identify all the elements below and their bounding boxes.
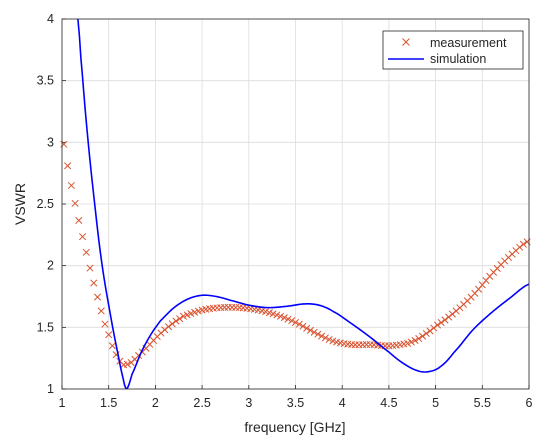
measurement-point xyxy=(325,335,333,344)
measurement-point xyxy=(445,313,453,321)
measurement-point xyxy=(108,342,116,350)
legend-measurement-label: measurement xyxy=(430,36,507,50)
measurement-point xyxy=(164,323,173,331)
y-tick-label: 2.5 xyxy=(37,197,54,211)
measurement-point xyxy=(404,339,412,347)
measurement-point xyxy=(415,335,423,343)
measurement-point xyxy=(426,327,434,335)
measurement-point xyxy=(407,338,415,346)
measurement-point xyxy=(123,360,131,368)
y-axis-label: VSWR xyxy=(12,183,28,225)
measurement-point xyxy=(314,330,322,338)
y-tick-label: 2 xyxy=(47,259,54,273)
measurement-point xyxy=(516,243,524,251)
measurement-point xyxy=(78,233,87,241)
measurement-point xyxy=(176,315,184,323)
measurement-point xyxy=(86,264,94,272)
measurement-point xyxy=(82,248,90,256)
measurement-point xyxy=(64,162,72,170)
y-tick-label: 3 xyxy=(47,135,54,149)
x-axis-ticks: 1 1.5 2 2.5 3 3.5 4 4.5 5 5.5 6 xyxy=(59,385,533,410)
measurement-point xyxy=(441,316,449,324)
x-tick-label: 4.5 xyxy=(380,396,397,410)
x-tick-label: 2 xyxy=(152,396,159,410)
y-tick-label: 1.5 xyxy=(37,320,54,334)
legend-measurement-marker xyxy=(402,38,410,46)
measurement-point xyxy=(291,318,300,326)
measurement-point xyxy=(280,314,288,322)
legend-x-marker xyxy=(402,38,410,46)
measurement-point xyxy=(67,181,75,190)
measurement-point xyxy=(321,334,329,342)
y-tick-label: 3.5 xyxy=(37,74,54,88)
measurement-point xyxy=(187,310,195,318)
measurement-point xyxy=(105,331,113,339)
measurement-point xyxy=(519,240,527,248)
measurement-point xyxy=(90,279,98,287)
x-tick-label: 1.5 xyxy=(100,396,117,410)
y-axis-ticks: 1 1.5 2 2.5 3 3.5 4 xyxy=(37,12,66,396)
measurement-point xyxy=(295,320,303,328)
measurement-point xyxy=(430,324,438,332)
y-tick-label: 4 xyxy=(47,12,54,26)
x-tick-label: 5.5 xyxy=(474,396,491,410)
measurement-point xyxy=(433,321,442,329)
measurement-point xyxy=(183,311,191,319)
measurement-point xyxy=(277,312,285,320)
x-tick-label: 6 xyxy=(526,396,533,410)
measurement-point xyxy=(273,311,281,319)
x-tick-label: 3.5 xyxy=(287,396,304,410)
simulation-line xyxy=(77,19,529,389)
measurement-point xyxy=(172,317,180,325)
measurement-point xyxy=(179,312,187,320)
measurement-point xyxy=(97,307,105,315)
measurement-point xyxy=(93,293,102,301)
measurement-point xyxy=(437,319,445,327)
measurement-point xyxy=(411,337,419,345)
plot-frame xyxy=(61,18,530,390)
measurement-point xyxy=(310,328,318,336)
simulation-series xyxy=(77,19,529,389)
x-axis-label: frequency [GHz] xyxy=(244,419,345,435)
legend-simulation-label: simulation xyxy=(430,52,486,66)
measurement-point xyxy=(168,320,176,328)
measurement-point xyxy=(299,322,307,330)
x-tick-label: 5 xyxy=(432,396,439,410)
measurement-point xyxy=(71,199,79,207)
measurement-point xyxy=(75,216,83,224)
x-tick-label: 3 xyxy=(245,396,252,410)
measurement-point xyxy=(303,324,311,332)
measurement-point xyxy=(306,326,314,334)
measurement-series xyxy=(60,140,531,369)
x-tick-label: 2.5 xyxy=(193,396,210,410)
x-tick-label: 4 xyxy=(339,396,346,410)
measurement-point xyxy=(418,332,427,340)
measurement-point xyxy=(422,329,430,338)
x-tick-label: 1 xyxy=(59,396,66,410)
measurement-point xyxy=(101,320,109,328)
measurement-point xyxy=(318,332,326,340)
legend-box xyxy=(382,30,524,70)
legend: measurement simulation xyxy=(382,30,524,70)
measurement-point xyxy=(284,315,292,323)
y-tick-label: 1 xyxy=(47,382,54,396)
measurement-point xyxy=(288,317,296,325)
